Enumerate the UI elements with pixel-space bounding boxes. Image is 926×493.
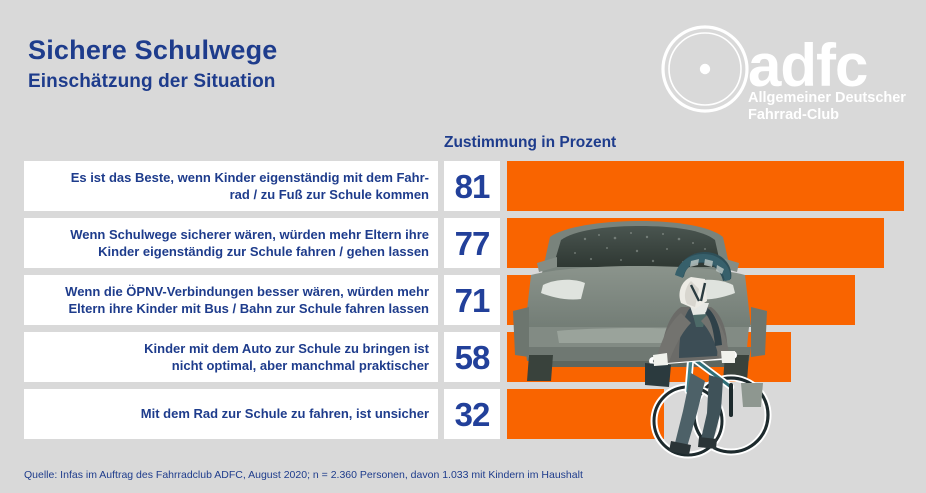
row-bar-track xyxy=(507,161,906,211)
row-value: 81 xyxy=(454,167,491,205)
row-label-box: Es ist das Beste, wenn Kinder eigenständ… xyxy=(24,161,438,211)
table-row: Wenn die ÖPNV-Verbindungen besser wären,… xyxy=(0,275,926,325)
svg-text:adfc: adfc xyxy=(748,32,867,99)
row-label-line2: rad / zu Fuß zur Schule kommen xyxy=(229,187,429,202)
row-label-box: Mit dem Rad zur Schule zu fahren, ist un… xyxy=(24,389,438,439)
row-bar-track xyxy=(507,218,906,268)
row-label-box: Kinder mit dem Auto zur Schule zu bringe… xyxy=(24,332,438,382)
row-bar xyxy=(507,161,904,211)
row-label-line2: Eltern ihre Kinder mit Bus / Bahn zur Sc… xyxy=(68,301,429,316)
row-value-box: 71 xyxy=(444,275,500,325)
row-label: Wenn die ÖPNV-Verbindungen besser wären,… xyxy=(65,283,429,317)
row-label-line2: Kinder eigenständig zur Schule fahren / … xyxy=(98,244,429,259)
row-value-box: 81 xyxy=(444,161,500,211)
chart-column-header: Zustimmung in Prozent xyxy=(444,134,617,151)
wheel-icon xyxy=(661,25,749,113)
row-label-line1: Mit dem Rad zur Schule zu fahren, ist un… xyxy=(140,406,429,422)
row-label-line2: nicht optimal, aber manchmal praktischer xyxy=(171,358,429,373)
row-bar-track xyxy=(507,332,906,382)
row-value: 77 xyxy=(454,224,491,262)
row-label-line1: Wenn die ÖPNV-Verbindungen besser wären,… xyxy=(65,283,429,299)
row-label: Wenn Schulwege sicherer wären, würden me… xyxy=(70,226,429,260)
row-value-box: 77 xyxy=(444,218,500,268)
row-label: Es ist das Beste, wenn Kinder eigenständ… xyxy=(71,169,429,203)
row-value-box: 58 xyxy=(444,332,500,382)
row-bar xyxy=(507,275,855,325)
page-title: Sichere Schulwege xyxy=(28,35,278,65)
row-label: Kinder mit dem Auto zur Schule zu bringe… xyxy=(144,340,429,374)
adfc-logo: adfc Allgemeiner Deutscher Fahrrad-Club xyxy=(656,24,908,122)
row-bar xyxy=(507,218,885,268)
source-note: Quelle: Infas im Auftrag des Fahrradclub… xyxy=(24,469,583,481)
row-label-box: Wenn Schulwege sicherer wären, würden me… xyxy=(24,218,438,268)
row-bar xyxy=(507,332,792,382)
row-label: Mit dem Rad zur Schule zu fahren, ist un… xyxy=(141,405,429,422)
row-value: 58 xyxy=(454,338,491,376)
table-row: Kinder mit dem Auto zur Schule zu bringe… xyxy=(0,332,926,382)
title-block: Sichere Schulwege Einschätzung der Situa… xyxy=(28,36,278,93)
row-bar-track xyxy=(507,389,906,439)
row-value: 32 xyxy=(454,395,491,433)
svg-text:Allgemeiner Deutscher: Allgemeiner Deutscher xyxy=(748,90,906,106)
row-label-line1: Es ist das Beste, wenn Kinder eigenständ… xyxy=(70,169,429,185)
row-value-box: 32 xyxy=(444,389,500,439)
row-bar-track xyxy=(507,275,906,325)
row-bar xyxy=(507,389,664,439)
bar-rows: Es ist das Beste, wenn Kinder eigenständ… xyxy=(0,161,926,446)
page-subtitle: Einschätzung der Situation xyxy=(28,71,276,93)
table-row: Mit dem Rad zur Schule zu fahren, ist un… xyxy=(0,389,926,439)
table-row: Wenn Schulwege sicherer wären, würden me… xyxy=(0,218,926,268)
table-row: Es ist das Beste, wenn Kinder eigenständ… xyxy=(0,161,926,211)
row-value: 71 xyxy=(454,281,491,319)
svg-text:Fahrrad-Club: Fahrrad-Club xyxy=(748,107,839,122)
row-label-line1: Wenn Schulwege sicherer wären, würden me… xyxy=(70,226,429,242)
row-label-line1: Kinder mit dem Auto zur Schule zu bringe… xyxy=(144,340,429,356)
row-label-box: Wenn die ÖPNV-Verbindungen besser wären,… xyxy=(24,275,438,325)
